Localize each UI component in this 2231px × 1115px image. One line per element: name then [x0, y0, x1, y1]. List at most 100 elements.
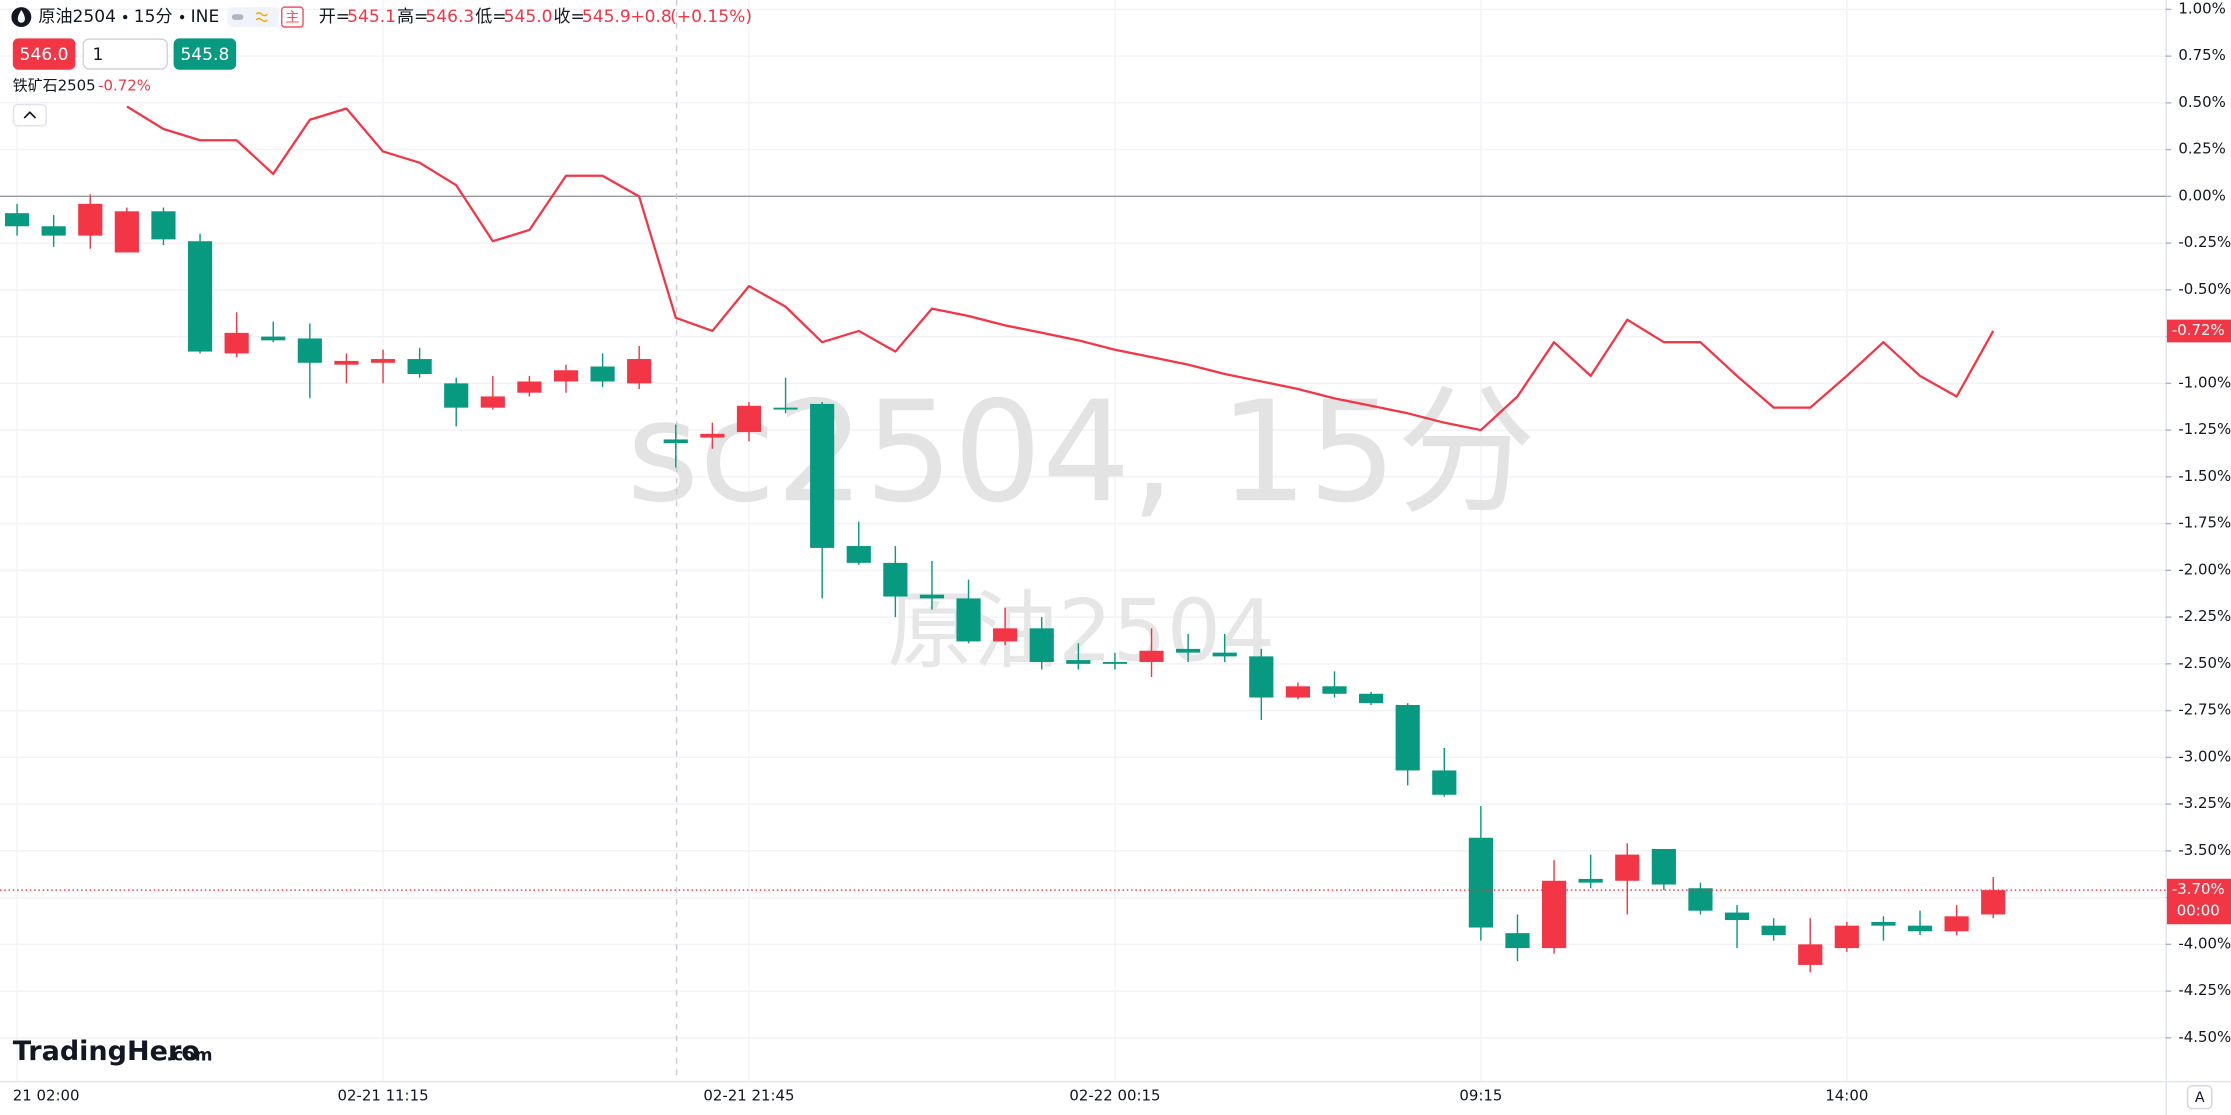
compare-tag	[2166, 319, 2231, 343]
badge	[281, 6, 304, 28]
compare-line	[126, 105, 1995, 432]
ohlc-label: 开=	[319, 7, 350, 27]
axes: 1.00% 0.75% 0.50% 0.25% 0.00% -0.25% -0.50% -0.…	[13, 0, 2231, 1105]
buy-button[interactable]	[173, 38, 237, 70]
y-tick-label: -2.00%	[2178, 560, 2231, 578]
logo-suffix: .com	[166, 1045, 212, 1065]
candle-body	[700, 433, 725, 438]
candle-body	[1651, 848, 1676, 885]
candle-body	[1212, 652, 1237, 657]
y-tick-label: -1.75%	[2178, 514, 2231, 532]
candle-body	[4, 213, 30, 227]
candle-body	[1359, 693, 1384, 704]
legend-change: -0.72%	[98, 77, 151, 95]
y-tick-label: -2.50%	[2178, 654, 2231, 672]
candle-body	[1322, 686, 1347, 694]
candle-body	[553, 370, 579, 382]
status-dot	[231, 14, 244, 20]
candle-body	[1834, 925, 1859, 949]
candle-body	[41, 226, 66, 236]
candle-body	[480, 396, 505, 408]
status-pill[interactable]	[227, 7, 279, 28]
scale-button-label[interactable]: A	[2195, 1090, 2205, 1106]
interval: 15分	[134, 7, 173, 27]
x-tick-label: 14:00	[1825, 1087, 1868, 1105]
candle-body	[224, 332, 249, 354]
candle-body	[846, 546, 871, 563]
wave-icon	[255, 12, 268, 23]
x-tick-label: 09:15	[1459, 1087, 1502, 1105]
watermark-sub: 原油2504	[887, 583, 1275, 682]
candle-body	[114, 211, 139, 253]
x-tick-label: 02-21 21:45	[703, 1087, 794, 1105]
plot	[0, 0, 2166, 1081]
y-tick-label: -0.25%	[2178, 233, 2231, 251]
candle-body	[1981, 890, 2006, 915]
ohlc-value: 545.0	[504, 7, 553, 27]
ohlc: 开=545.1 高=546.3 低=545.0 收=545.9	[319, 7, 631, 27]
candle-body	[261, 336, 286, 341]
candle-body	[919, 594, 945, 599]
candle-body	[1541, 880, 1567, 949]
candle-body	[773, 407, 798, 410]
buy-price[interactable]: 545.8	[180, 45, 229, 65]
candle-body	[883, 562, 908, 597]
candle-body	[297, 338, 322, 363]
y-tick-label: -1.50%	[2178, 467, 2231, 485]
y-tick-label: 0.00%	[2178, 186, 2225, 204]
candle-body	[407, 359, 432, 375]
candle-body	[1761, 925, 1786, 936]
candle-body	[663, 439, 688, 444]
quantity[interactable]: 1	[92, 45, 103, 65]
collapse-button[interactable]	[12, 103, 47, 127]
candle-body	[1176, 648, 1201, 653]
ohlc-value: 546.3	[425, 7, 474, 27]
candle-body	[1066, 660, 1091, 664]
candle-body	[1395, 704, 1420, 771]
candle-body	[1102, 661, 1128, 664]
candle-body	[151, 211, 176, 240]
y-tick-label: -3.00%	[2178, 747, 2231, 765]
x-tick-label: 02-21 11:15	[337, 1087, 428, 1105]
candle-body	[956, 598, 981, 642]
separator	[123, 14, 128, 20]
symbol: 原油2504	[38, 7, 116, 27]
watermark-main: sc2504, 15分	[627, 371, 1537, 533]
change-pct: (+0.15%)	[670, 7, 752, 27]
y-tick-label: 0.25%	[2178, 140, 2225, 158]
x-tick-label: 21 02:00	[13, 1087, 80, 1105]
sell-price[interactable]: 546.0	[20, 45, 69, 65]
candle-body	[810, 403, 835, 548]
candle-body	[1578, 878, 1603, 883]
caret	[23, 111, 37, 119]
y-tick-label: -3.25%	[2178, 794, 2231, 812]
last-price-label: -3.70%	[2172, 880, 2225, 898]
separator	[179, 14, 185, 20]
candle-body	[187, 241, 213, 352]
sell-button[interactable]	[12, 38, 76, 70]
quantity-input[interactable]	[82, 38, 168, 70]
y-tick-label: 0.75%	[2178, 46, 2225, 64]
candle-body	[1615, 854, 1640, 881]
candle-body	[1505, 933, 1530, 949]
y-tick-label: -4.00%	[2178, 934, 2231, 952]
drop-icon	[17, 9, 25, 23]
scale-button[interactable]	[2186, 1085, 2213, 1110]
candle-body	[1688, 888, 1713, 911]
candle-body	[444, 383, 469, 408]
candle-body	[1724, 912, 1750, 921]
candle-body	[1468, 837, 1493, 928]
ohlc-label: 收=	[553, 7, 584, 27]
exchange: INE	[191, 7, 220, 27]
candle-body	[1432, 770, 1457, 795]
candle-body	[1944, 916, 1969, 932]
y-tick-label: -0.50%	[2178, 280, 2231, 298]
last-price-tag	[2166, 878, 2231, 925]
candle-body	[1871, 921, 1896, 926]
candle-body	[1139, 650, 1164, 662]
y-tick-label: -1.00%	[2178, 373, 2231, 391]
ohlc-label: 高=	[397, 7, 428, 27]
y-tick-label: -2.25%	[2178, 607, 2231, 625]
y-tick-label: -3.50%	[2178, 841, 2231, 859]
